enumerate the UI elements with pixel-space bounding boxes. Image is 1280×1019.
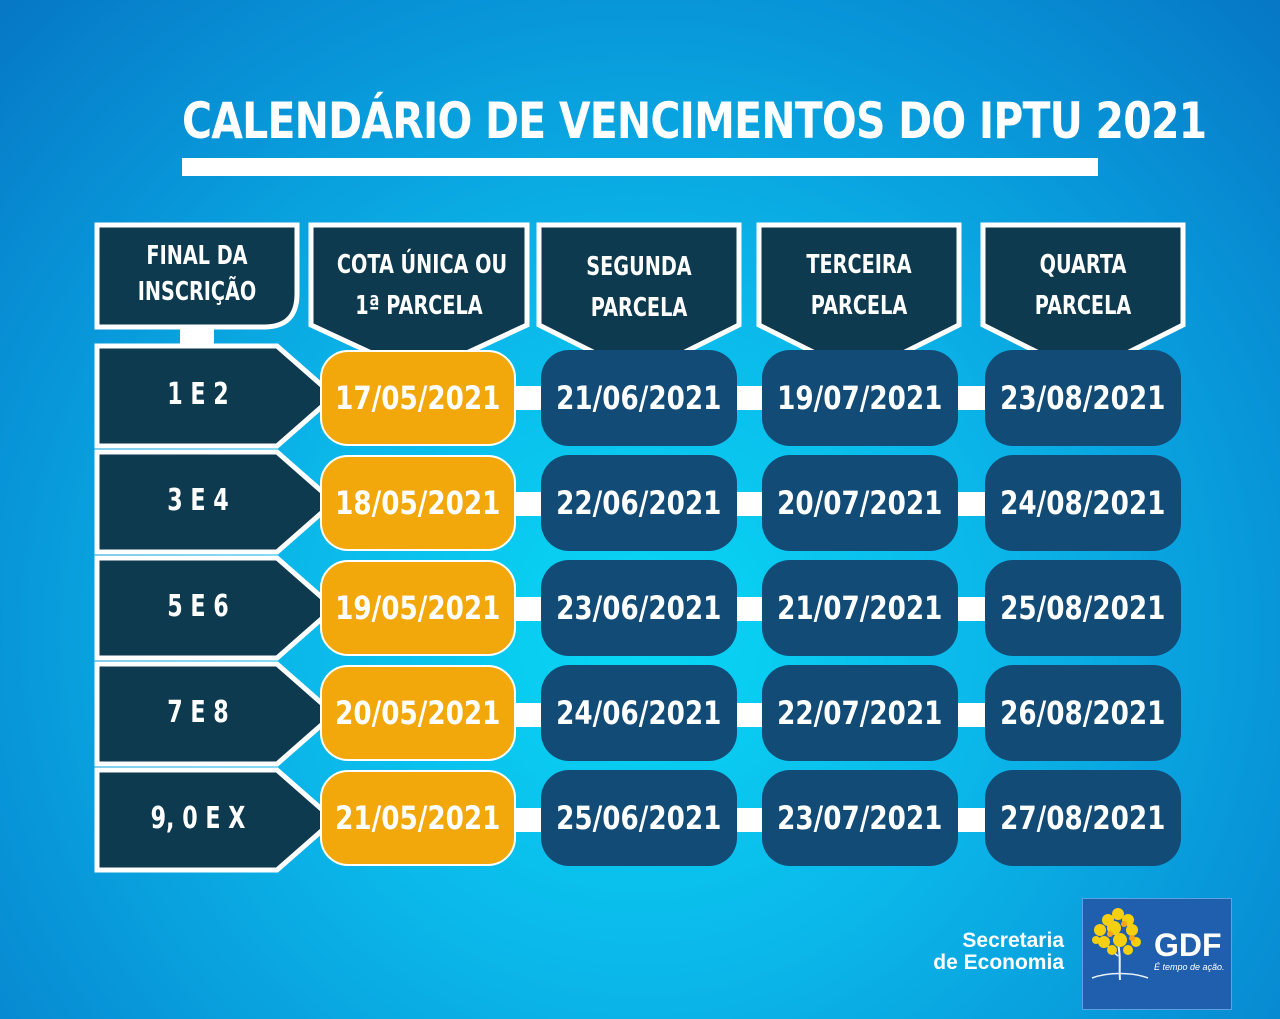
date-cell-cota-unica: 21/05/2021 [320,770,516,866]
final-header-line1: FINAL DA [146,241,248,271]
row-label-shape [94,449,338,555]
date-cell-cota-unica: 17/05/2021 [320,350,516,446]
date-cell-segunda: 23/06/2021 [541,560,737,656]
gdf-tagline: É tempo de ação. [1154,962,1225,972]
ipe-tree-icon [1091,908,1149,981]
header-quarta-line2: PARCELA [1034,291,1132,321]
secretaria-line1: Secretaria [962,929,1064,952]
header-cota-unica-line1: COTA ÚNICA OU [336,250,508,280]
final-header-line2: INSCRIÇÃO [137,277,257,307]
title-underline [182,158,1098,176]
row-label: 3 E 4 [167,483,229,518]
date-cell-terceira: 22/07/2021 [762,665,958,761]
header-segunda-line1: SEGUNDA [586,252,692,282]
date-cell-cota-unica: 20/05/2021 [320,665,516,761]
final-header-box [94,222,300,330]
row-label-shape [94,555,338,661]
row-label-shape [94,661,338,767]
header-cota-unica-line2: 1ª PARCELA [355,291,483,321]
header-terceira-line1: TERCEIRA [806,250,912,280]
row-label-shape [94,767,338,873]
secretaria-line2: de Economia [933,951,1064,974]
date-cell-segunda: 25/06/2021 [541,770,737,866]
date-cell-cota-unica: 19/05/2021 [320,560,516,656]
date-cell-segunda: 21/06/2021 [541,350,737,446]
date-cell-terceira: 23/07/2021 [762,770,958,866]
date-cell-segunda: 22/06/2021 [541,455,737,551]
header-terceira-line2: PARCELA [810,291,908,321]
page-title: CALENDÁRIO DE VENCIMENTOS DO IPTU 2021 [182,92,1207,150]
header-connector [180,326,214,348]
row-label: 9, 0 E X [150,801,246,836]
date-cell-quarta: 23/08/2021 [985,350,1181,446]
date-cell-terceira: 21/07/2021 [762,560,958,656]
date-cell-quarta: 26/08/2021 [985,665,1181,761]
date-cell-cota-unica: 18/05/2021 [320,455,516,551]
date-cell-quarta: 27/08/2021 [985,770,1181,866]
row-label: 7 E 8 [167,695,229,730]
date-cell-quarta: 25/08/2021 [985,560,1181,656]
row-label-shape [94,343,338,449]
date-cell-terceira: 20/07/2021 [762,455,958,551]
header-quarta-line1: QUARTA [1039,250,1127,280]
gdf-logo-text: GDF [1154,927,1222,963]
secretaria-text: Secretaria de Economia [900,930,1064,974]
date-cell-quarta: 24/08/2021 [985,455,1181,551]
date-cell-segunda: 24/06/2021 [541,665,737,761]
header-segunda-line2: PARCELA [590,293,688,323]
row-label: 5 E 6 [167,589,229,624]
row-label: 1 E 2 [167,377,229,412]
date-cell-terceira: 19/07/2021 [762,350,958,446]
